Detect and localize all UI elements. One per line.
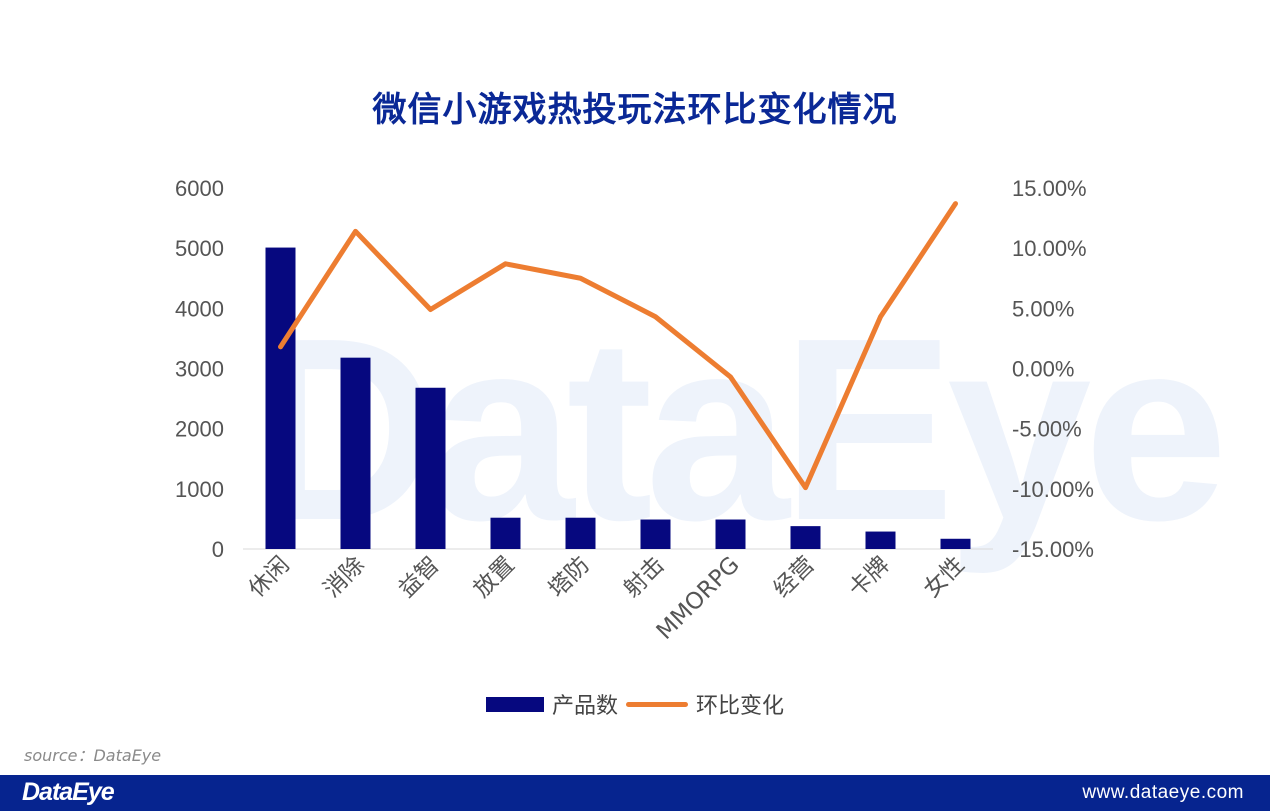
legend: 产品数 环比变化 [0,688,1270,720]
watermark-text: DataEye [250,285,1228,575]
bar [265,247,296,549]
left-tick-label: 0 [212,537,224,562]
bar [715,519,746,549]
bar [940,538,971,549]
bar [490,517,521,549]
bar [865,531,896,549]
right-tick-label: -10.00% [1012,477,1094,502]
category-label: 卡牌 [844,552,895,603]
chart-title: 微信小游戏热投玩法环比变化情况 [372,90,898,130]
left-tick-label: 1000 [175,477,224,502]
line-series [278,201,958,491]
category-label: 益智 [394,552,445,603]
line-path [278,201,958,491]
category-label: 放置 [469,552,520,603]
legend-bar-swatch [485,696,544,712]
left-tick-label: 5000 [175,236,224,261]
category-label: 女性 [919,552,970,603]
bar [640,519,671,549]
right-tick-label: 15.00% [1012,176,1087,201]
category-label: 塔防 [544,552,595,603]
category-label: 经营 [769,552,820,603]
category-label: 消除 [319,552,370,603]
left-axis: 0 1000 2000 3000 4000 5000 6000 [175,176,224,562]
footer-url: www.dataeye.com [1082,782,1244,803]
left-tick-label: 3000 [175,357,224,382]
right-axis: -15.00% -10.00% -5.00% 0.00% 5.00% 10.00% 15.0… [1012,176,1094,562]
source-note: source：DataEye [24,746,162,765]
left-tick-label: 2000 [175,417,224,442]
left-tick-label: 6000 [175,176,224,201]
category-label: 射击 [619,552,670,603]
legend-item-bar: 产品数 [485,688,618,720]
legend-item-line: 环比变化 [626,688,784,720]
footer-bar: DataEye www.dataeye.com [0,775,1270,811]
right-tick-label: 0.00% [1012,357,1074,382]
left-tick-label: 4000 [175,296,224,321]
bar-series [265,247,971,549]
right-tick-label: -15.00% [1012,537,1094,562]
combo-chart: 0 1000 2000 3000 4000 5000 6000 -15.00% -10.00%… [175,176,1094,645]
right-tick-label: 5.00% [1012,296,1074,321]
legend-line-label: 环比变化 [696,694,785,719]
category-label: 休闲 [244,552,295,603]
footer-logo: DataEye [22,778,115,806]
right-tick-label: 10.00% [1012,236,1087,261]
bar [565,517,596,549]
right-tick-label: -5.00% [1012,417,1082,442]
bar [415,387,446,549]
category-label: MMORPG [652,552,745,645]
legend-bar-label: 产品数 [551,694,618,719]
bar [340,357,371,549]
bar [790,526,821,549]
legend-line-swatch [626,701,688,707]
